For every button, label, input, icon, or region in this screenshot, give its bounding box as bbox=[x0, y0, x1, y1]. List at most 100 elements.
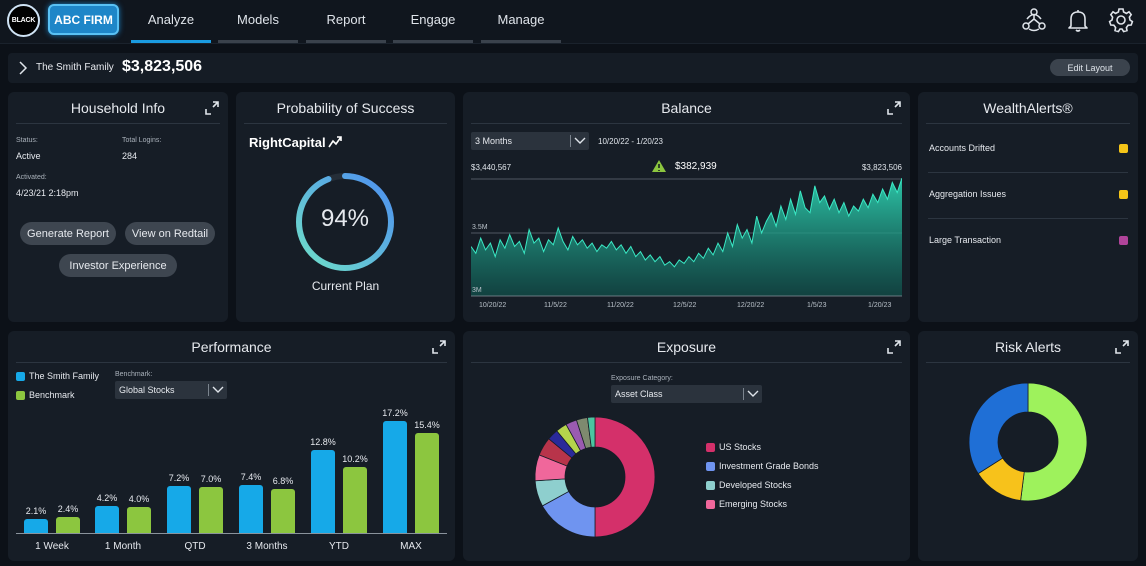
bar-smith-family[interactable] bbox=[24, 519, 48, 533]
bar-smith-family[interactable] bbox=[239, 484, 263, 533]
rightcapital-logo: RightCapital bbox=[249, 135, 342, 150]
activated-label: Activated: bbox=[16, 174, 47, 181]
divider bbox=[926, 362, 1130, 363]
expand-icon[interactable] bbox=[1114, 339, 1130, 355]
alert-accounts-drifted[interactable]: Accounts Drifted bbox=[928, 127, 1128, 173]
divider bbox=[16, 362, 447, 363]
tab-underline bbox=[306, 40, 386, 43]
panel-title: Risk Alerts bbox=[994, 339, 1062, 355]
status-label: Status: bbox=[16, 137, 38, 144]
bell-icon[interactable] bbox=[1065, 7, 1091, 33]
chevron-right-icon[interactable] bbox=[16, 60, 30, 76]
bar-value-label: 4.2% bbox=[96, 492, 118, 503]
gear-icon[interactable] bbox=[1108, 7, 1134, 33]
bar-benchmark[interactable] bbox=[199, 487, 223, 533]
bar-smith-family[interactable] bbox=[167, 486, 191, 533]
bar-benchmark[interactable] bbox=[415, 432, 439, 533]
tab-label: Models bbox=[237, 12, 279, 27]
alert-large-transaction[interactable]: Large Transaction bbox=[928, 219, 1128, 265]
exposure-category-select[interactable]: Asset Class bbox=[611, 385, 762, 403]
expand-icon[interactable] bbox=[431, 339, 447, 355]
total-logins-value: 284 bbox=[122, 151, 138, 161]
tab-models[interactable]: Models bbox=[218, 0, 298, 44]
household-info-panel: Household Info Status: Active Total Logi… bbox=[8, 92, 228, 322]
divider bbox=[926, 123, 1130, 124]
edit-layout-button[interactable]: Edit Layout bbox=[1050, 59, 1130, 76]
panel-title: Exposure bbox=[656, 339, 717, 355]
exposure-donut-chart bbox=[534, 416, 656, 538]
balance-area bbox=[471, 178, 902, 296]
donut-slice-0[interactable] bbox=[594, 416, 656, 538]
investor-experience-button[interactable]: Investor Experience bbox=[59, 254, 177, 277]
brand-logo[interactable]: BLACK bbox=[7, 4, 40, 37]
performance-panel: Performance The Smith Family Benchmark B… bbox=[8, 331, 455, 561]
alert-aggregation-issues[interactable]: Aggregation Issues bbox=[928, 173, 1128, 219]
bar-benchmark[interactable] bbox=[343, 466, 367, 533]
bar-value-label: 2.4% bbox=[57, 504, 79, 515]
divider bbox=[471, 362, 902, 363]
benchmark-select[interactable]: Global Stocks bbox=[115, 381, 227, 399]
date-range: 10/20/22 - 1/20/23 bbox=[598, 137, 663, 146]
tab-underline bbox=[218, 40, 298, 43]
bar-smith-family[interactable] bbox=[311, 449, 335, 533]
panel-title: Performance bbox=[191, 339, 272, 355]
x-axis bbox=[16, 533, 447, 534]
exposure-panel: Exposure Exposure Category: Asset Class … bbox=[463, 331, 910, 561]
expand-icon[interactable] bbox=[204, 100, 220, 116]
x-tick: 1/20/23 bbox=[868, 302, 892, 309]
bar-value-label: 7.2% bbox=[168, 473, 190, 484]
range-select[interactable]: 3 Months bbox=[471, 132, 589, 150]
chevron-down-icon bbox=[212, 386, 224, 393]
category-label: QTD bbox=[184, 541, 206, 552]
x-tick: 12/5/22 bbox=[673, 302, 697, 309]
expand-icon[interactable] bbox=[886, 339, 902, 355]
firm-button[interactable]: ABC FIRM bbox=[48, 4, 119, 35]
bar-smith-family[interactable] bbox=[383, 421, 407, 533]
donut-slice-9[interactable] bbox=[587, 416, 596, 448]
tab-analyze[interactable]: Analyze bbox=[131, 0, 211, 44]
donut-slice-2[interactable] bbox=[968, 382, 1029, 475]
chevron-down-icon bbox=[747, 390, 759, 397]
bar-benchmark[interactable] bbox=[271, 488, 295, 533]
tab-underline bbox=[131, 40, 211, 43]
bar-benchmark[interactable] bbox=[127, 506, 151, 533]
tab-label: Manage bbox=[497, 12, 545, 27]
alert-status-indicator bbox=[1119, 144, 1128, 153]
donut-slice-0[interactable] bbox=[1020, 382, 1088, 502]
alert-label: Accounts Drifted bbox=[929, 143, 996, 153]
panel-title: Household Info bbox=[70, 100, 166, 116]
performance-bar-chart: 2.1% 2.4% 1 Week 4.2% 4.0% 1 Month 7.2% 7.0% QTD… bbox=[8, 331, 455, 561]
bar-smith-family[interactable] bbox=[95, 505, 119, 533]
x-tick: 11/20/22 bbox=[607, 302, 634, 309]
network-icon[interactable] bbox=[1021, 7, 1047, 33]
probability-of-success-panel: Probability of Success RightCapital 94% … bbox=[236, 92, 455, 322]
alert-label: Large Transaction bbox=[929, 235, 1002, 245]
generate-report-button[interactable]: Generate Report bbox=[20, 222, 116, 245]
client-total-value: $3,823,506 bbox=[122, 58, 203, 75]
bar-benchmark[interactable] bbox=[56, 517, 80, 533]
current-plan-caption: Current Plan bbox=[311, 279, 380, 293]
legend-investment-grade-bonds: Investment Grade Bonds bbox=[706, 461, 819, 471]
legend-emerging-stocks: Emerging Stocks bbox=[706, 499, 787, 509]
bar-value-label: 10.2% bbox=[342, 453, 368, 464]
panel-title: Probability of Success bbox=[276, 100, 415, 116]
start-value: $3,440,567 bbox=[471, 163, 512, 172]
client-name[interactable]: The Smith Family bbox=[36, 62, 114, 73]
bar-value-label: 7.0% bbox=[200, 474, 222, 485]
alert-status-indicator bbox=[1119, 190, 1128, 199]
tab-manage[interactable]: Manage bbox=[481, 0, 561, 44]
benchmark-select-value: Global Stocks bbox=[119, 385, 175, 395]
balance-panel: Balance 3 Months 10/20/22 - 1/20/23 $3,4… bbox=[463, 92, 910, 322]
divider bbox=[244, 123, 447, 124]
tab-report[interactable]: Report bbox=[306, 0, 386, 44]
tab-engage[interactable]: Engage bbox=[393, 0, 473, 44]
success-percent: 94% bbox=[320, 205, 370, 232]
risk-alerts-panel: Risk Alerts bbox=[918, 331, 1138, 561]
category-label: YTD bbox=[329, 541, 349, 552]
tab-underline bbox=[481, 40, 561, 43]
balance-area-chart bbox=[471, 178, 902, 297]
alert-status-indicator bbox=[1119, 236, 1128, 245]
expand-icon[interactable] bbox=[886, 100, 902, 116]
view-on-redtail-button[interactable]: View on Redtail bbox=[125, 222, 215, 245]
tab-label: Analyze bbox=[147, 12, 195, 27]
